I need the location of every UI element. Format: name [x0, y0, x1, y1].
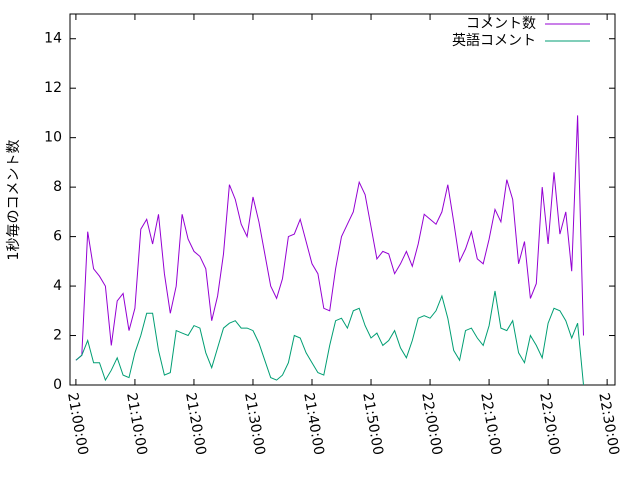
series-line [75, 290, 584, 386]
x-tick-label: 22:20:00 [536, 392, 563, 457]
x-tick-label: 22:00:00 [418, 392, 445, 457]
y-axis-label: 1秒毎のコメント数 [6, 140, 22, 261]
x-tick-label: 21:20:00 [182, 392, 209, 457]
y-tick-label: 14 [44, 31, 62, 47]
x-tick-label: 21:40:00 [300, 392, 327, 457]
series-line [75, 115, 584, 361]
x-tick-label: 22:30:00 [595, 392, 622, 457]
y-tick-label: 8 [53, 179, 62, 195]
y-tick-label: 4 [53, 278, 62, 294]
y-tick-label: 10 [44, 130, 62, 146]
legend-label: コメント数 [466, 16, 536, 32]
x-tick-label: 22:10:00 [477, 392, 504, 457]
x-tick-label: 21:10:00 [123, 392, 150, 457]
x-tick-label: 21:50:00 [359, 392, 386, 457]
y-tick-label: 0 [53, 377, 62, 393]
x-tick-label: 21:00:00 [64, 392, 91, 457]
legend-label: 英語コメント [452, 32, 536, 49]
y-tick-label: 6 [53, 229, 62, 245]
y-tick-label: 2 [53, 328, 62, 344]
x-tick-label: 21:30:00 [241, 392, 268, 457]
y-tick-label: 12 [44, 80, 62, 96]
plot-frame [69, 13, 616, 386]
